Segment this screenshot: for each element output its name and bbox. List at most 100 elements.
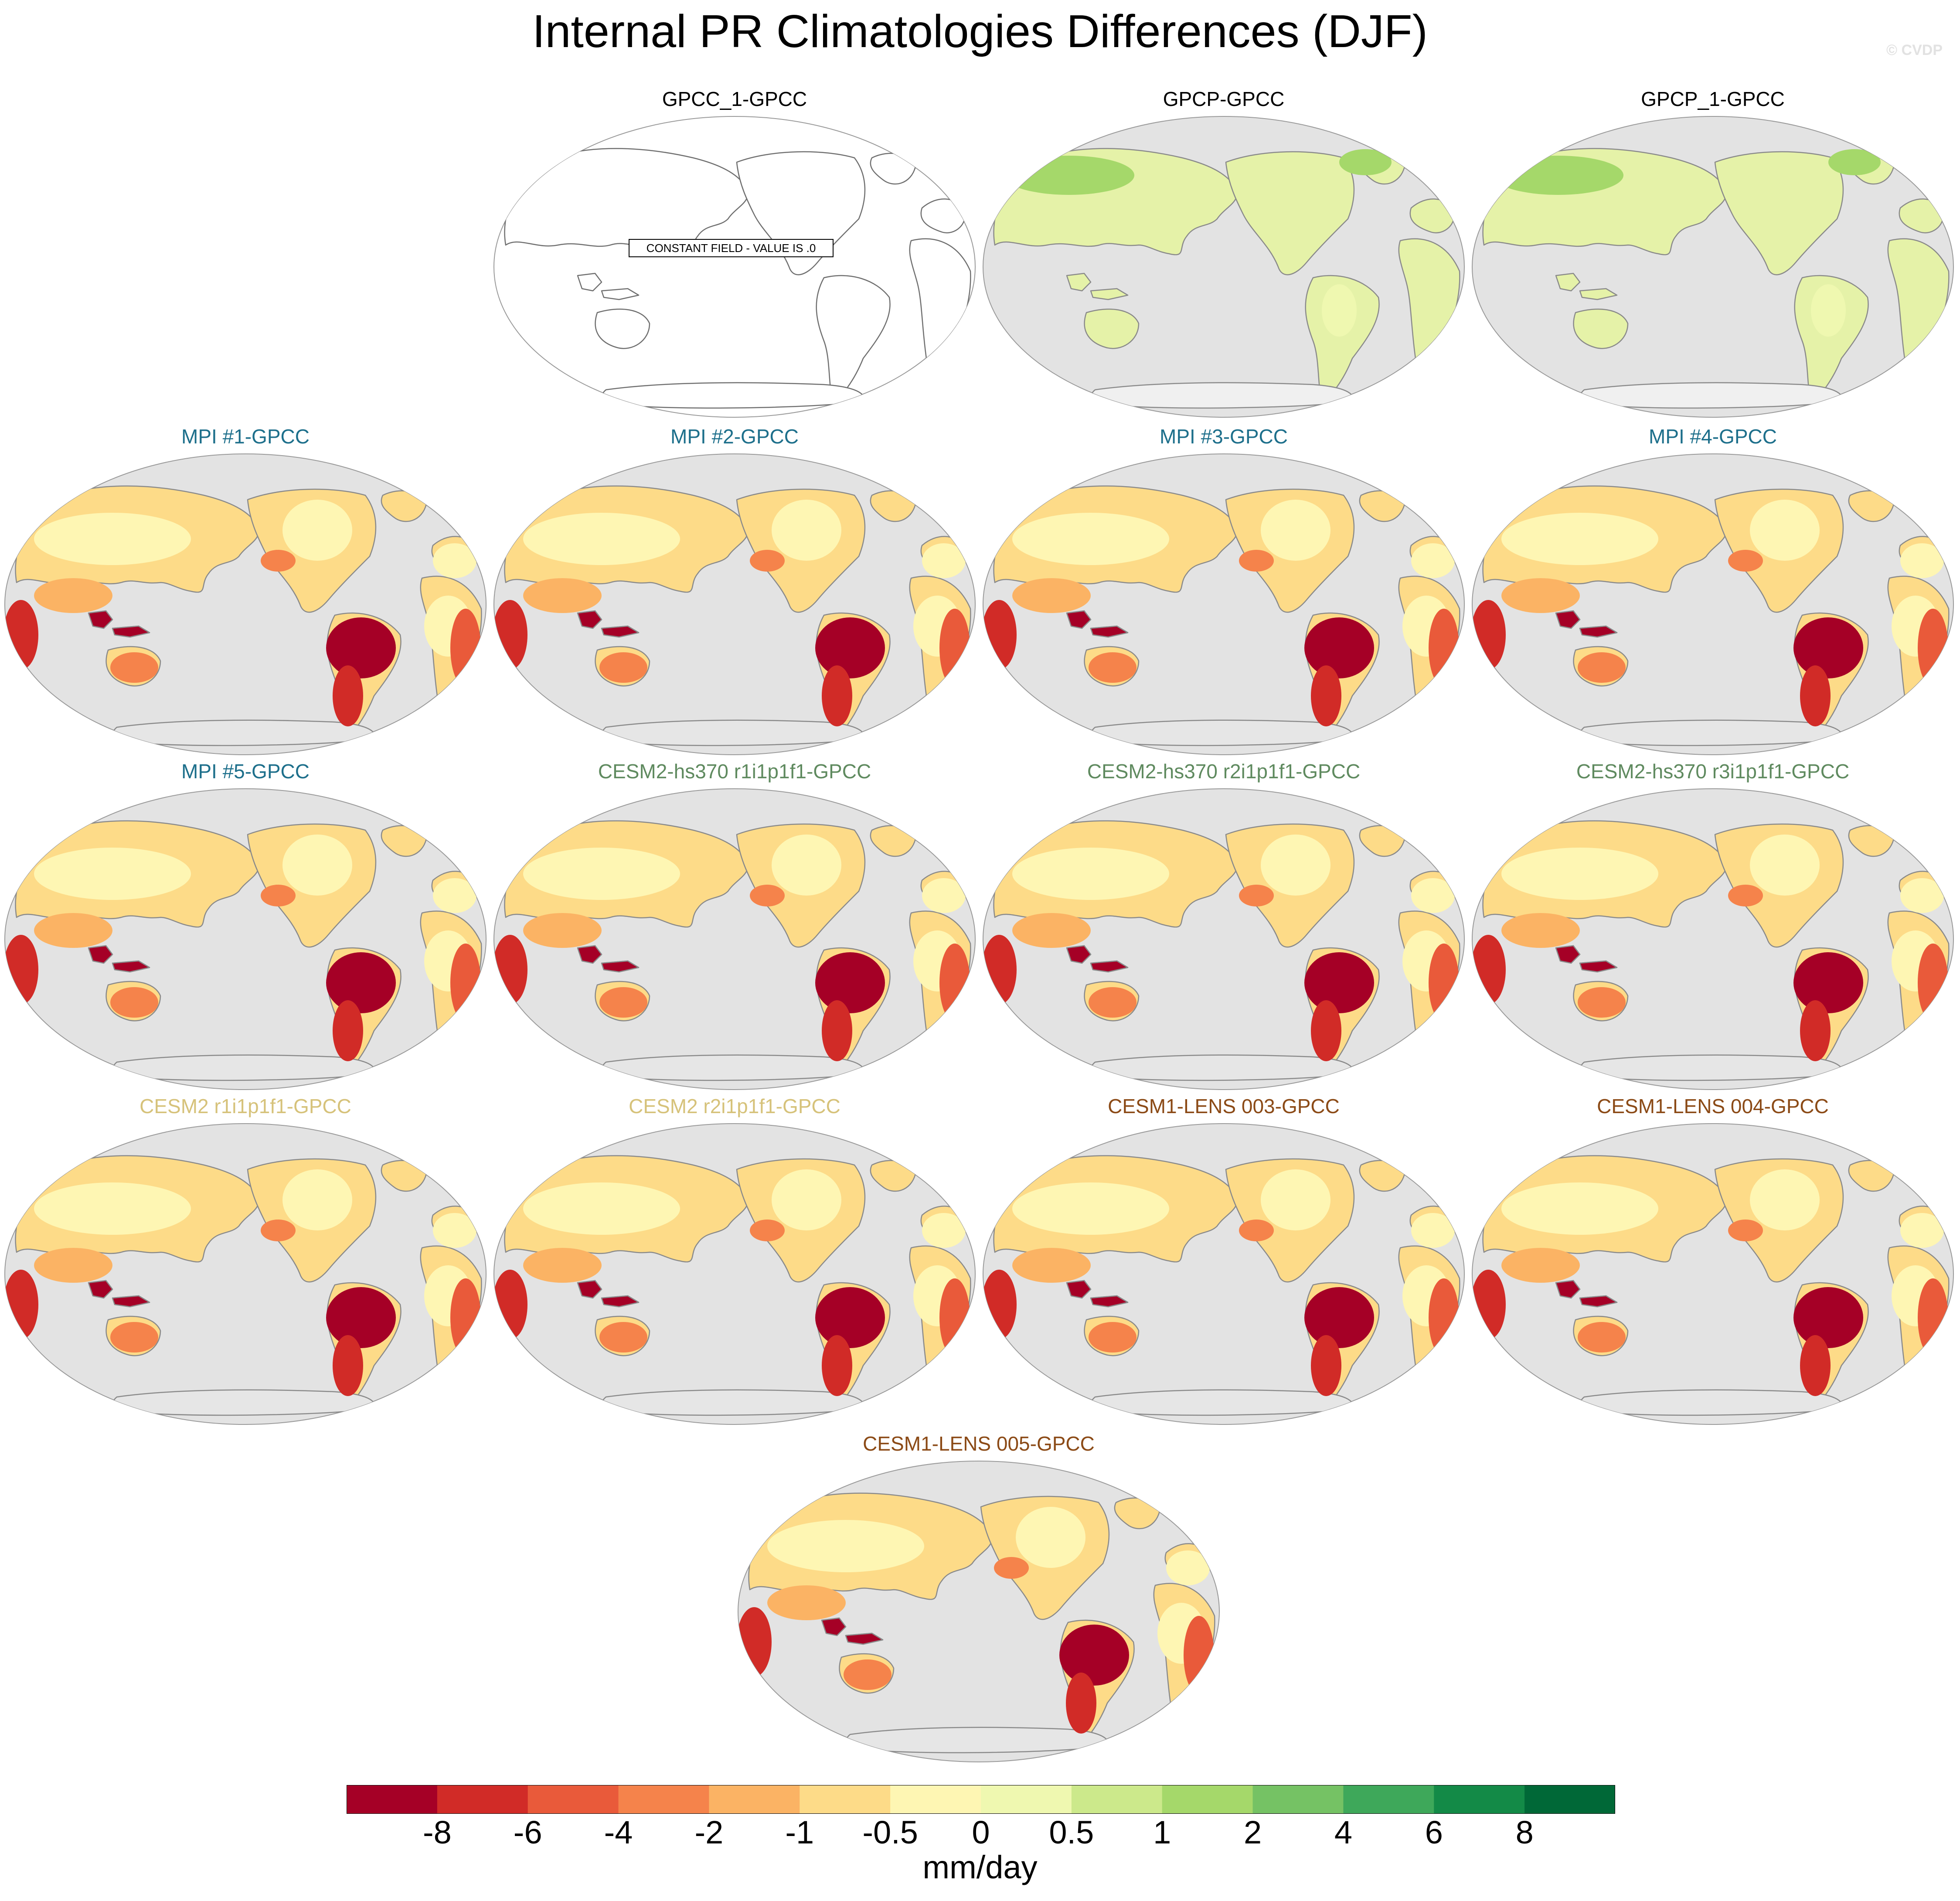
- bias-patch-india: [34, 578, 112, 613]
- land-madagascar: [960, 991, 971, 1019]
- bias-patch-india: [34, 913, 112, 948]
- bias-amazon: [1811, 284, 1846, 337]
- land-madagascar: [1938, 991, 1950, 1019]
- world-map: [4, 1123, 487, 1425]
- bias-patch-amazon: [1059, 1625, 1129, 1686]
- bias-patch-maritime: [1066, 945, 1129, 973]
- panel-title: CESM1-LENS 004-GPCC: [1597, 1095, 1829, 1117]
- land-antarctica: [1580, 1389, 1843, 1416]
- bias-patch-southern-sa: [1311, 665, 1341, 726]
- bias-patch-asia: [1501, 513, 1658, 565]
- bias-patch-amazon: [1304, 617, 1374, 678]
- land-namerica: [1225, 151, 1355, 276]
- bias-patch-asia: [523, 513, 680, 565]
- bias-patch-europe: [433, 543, 476, 578]
- coastline-australia: [595, 308, 650, 349]
- bias-patch-australia: [110, 1322, 158, 1353]
- bias-patch-namerica: [1261, 835, 1330, 896]
- bias-patch-amazon: [326, 1287, 396, 1348]
- land-madagascar: [1449, 1325, 1460, 1353]
- land-antarctica: [113, 1054, 375, 1081]
- land-antarctica: [113, 1389, 375, 1416]
- bias-patch-australia: [1089, 1322, 1137, 1353]
- bias-patch-namerica: [282, 835, 352, 896]
- bias-patch-asia: [34, 513, 191, 565]
- world-map: [738, 1461, 1220, 1762]
- bias-patch-europe: [433, 878, 476, 913]
- world-map: [493, 116, 976, 418]
- world-map: [1472, 116, 1954, 418]
- map-panel: GPCP_1-GPCC: [1471, 89, 1955, 418]
- wet-bias-arctic: [1828, 149, 1881, 175]
- bias-patch-southern-sa: [333, 1000, 363, 1061]
- colorbar-tick-label: -2: [694, 1814, 724, 1850]
- bias-patch-east-africa: [450, 609, 481, 687]
- world-map: [493, 788, 976, 1090]
- land-antarctica: [1091, 382, 1354, 409]
- bias-patch-india: [1012, 913, 1091, 948]
- panel-title: CESM2 r2i1p1f1-GPCC: [629, 1095, 840, 1117]
- bias-patch-east-africa: [939, 609, 970, 687]
- land-madagascar: [1449, 991, 1460, 1019]
- panel-title: MPI #1-GPCC: [181, 425, 310, 448]
- colorbar-tick-label: 4: [1334, 1814, 1352, 1850]
- map-panel: MPI #1-GPCC: [3, 425, 487, 755]
- land-antarctica: [1091, 719, 1354, 746]
- bias-patch-maritime: [577, 945, 640, 973]
- bias-patch-europe: [922, 543, 966, 578]
- land-australia: [1084, 308, 1140, 349]
- land-madagascar: [471, 656, 482, 684]
- bias-patch-india: [34, 1248, 112, 1283]
- colorbar-swatch: [618, 1785, 709, 1814]
- land-madagascar: [471, 991, 482, 1019]
- bias-patch-namerica: [282, 1169, 352, 1230]
- bias-patch-india: [767, 1585, 846, 1620]
- bias-patch-maritime: [88, 945, 150, 973]
- bias-patch-east-africa: [450, 944, 481, 1022]
- map-panel: GPCP-GPCC: [982, 89, 1466, 418]
- land-madagascar: [1938, 318, 1950, 346]
- colorbar-tick-label: 0: [972, 1814, 990, 1850]
- colorbar-tick-label: -8: [422, 1814, 452, 1850]
- colorbar-swatch: [1162, 1785, 1253, 1814]
- bias-patch-maritime: [577, 610, 640, 638]
- bias-patch-australia: [1578, 987, 1626, 1018]
- land-antarctica: [846, 1727, 1109, 1754]
- bias-patch-namerica: [772, 1169, 841, 1230]
- colorbar-tick-label: -6: [513, 1814, 542, 1850]
- land-antarctica: [1580, 1054, 1843, 1081]
- bias-patch-southern-sa: [333, 665, 363, 726]
- bias-patch-india: [1501, 913, 1580, 948]
- colorbar-tick-label: -1: [785, 1814, 814, 1850]
- bias-patch-australia: [599, 652, 647, 683]
- bias-patch-india: [523, 578, 602, 613]
- bias-patch-amazon: [1304, 1287, 1374, 1348]
- bias-patch-europe: [922, 878, 966, 913]
- map-panel: CESM2-hs370 r2i1p1f1-GPCC: [982, 761, 1466, 1090]
- coastline-europeW: [920, 198, 966, 234]
- land-madagascar: [1938, 1325, 1950, 1353]
- bias-patch-pacific-nw: [750, 550, 785, 572]
- bias-patch-amazon: [326, 617, 396, 678]
- bias-patch-australia: [599, 1322, 647, 1353]
- land-madagascar: [960, 1325, 971, 1353]
- bias-patch-pacific-nw: [1239, 1220, 1274, 1241]
- bias-patch-namerica: [1261, 500, 1330, 561]
- land-madagascar: [471, 1325, 482, 1353]
- bias-patch-europe: [1411, 543, 1455, 578]
- bias-patch-asia: [1501, 848, 1658, 900]
- world-map: [983, 1123, 1465, 1425]
- bias-patch-pacific-nw: [750, 1220, 785, 1241]
- bias-patch-australia: [110, 987, 158, 1018]
- bias-patch-europe: [1900, 543, 1944, 578]
- bias-patch-pacific-nw: [261, 1220, 296, 1241]
- bias-patch-asia: [1501, 1182, 1658, 1235]
- world-map: [983, 453, 1465, 755]
- bias-patch-amazon: [1793, 1287, 1863, 1348]
- bias-patch-southern-sa: [1800, 1335, 1831, 1396]
- bias-patch-asia: [1012, 1182, 1169, 1235]
- colorbar-swatch: [347, 1785, 438, 1814]
- bias-patch-pacific-nw: [750, 885, 785, 906]
- panel-title: MPI #3-GPCC: [1160, 425, 1288, 448]
- cvdp-watermark: © CVDP: [1886, 42, 1943, 58]
